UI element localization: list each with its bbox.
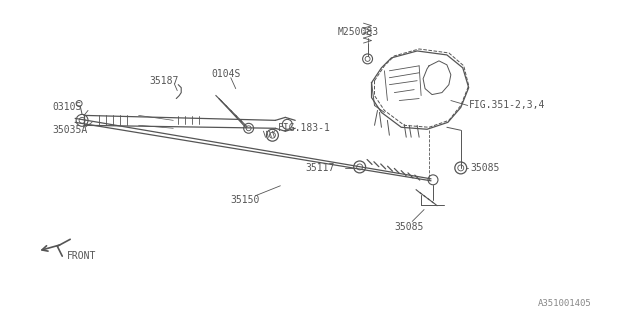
Text: FIG.183-1: FIG.183-1 (278, 123, 332, 133)
Text: A351001405: A351001405 (538, 299, 592, 308)
Text: 35035A: 35035A (52, 125, 88, 135)
Text: FRONT: FRONT (67, 251, 97, 261)
Text: M250083: M250083 (338, 27, 379, 37)
Text: 0310S: 0310S (52, 102, 82, 112)
Text: 35085: 35085 (394, 222, 424, 232)
Text: 35085: 35085 (470, 163, 500, 173)
Text: 35150: 35150 (231, 195, 260, 205)
Text: 35187: 35187 (150, 76, 179, 86)
Text: 35117: 35117 (305, 163, 335, 173)
Text: FIG.351-2,3,4: FIG.351-2,3,4 (468, 100, 545, 110)
Text: 0104S: 0104S (211, 69, 241, 79)
